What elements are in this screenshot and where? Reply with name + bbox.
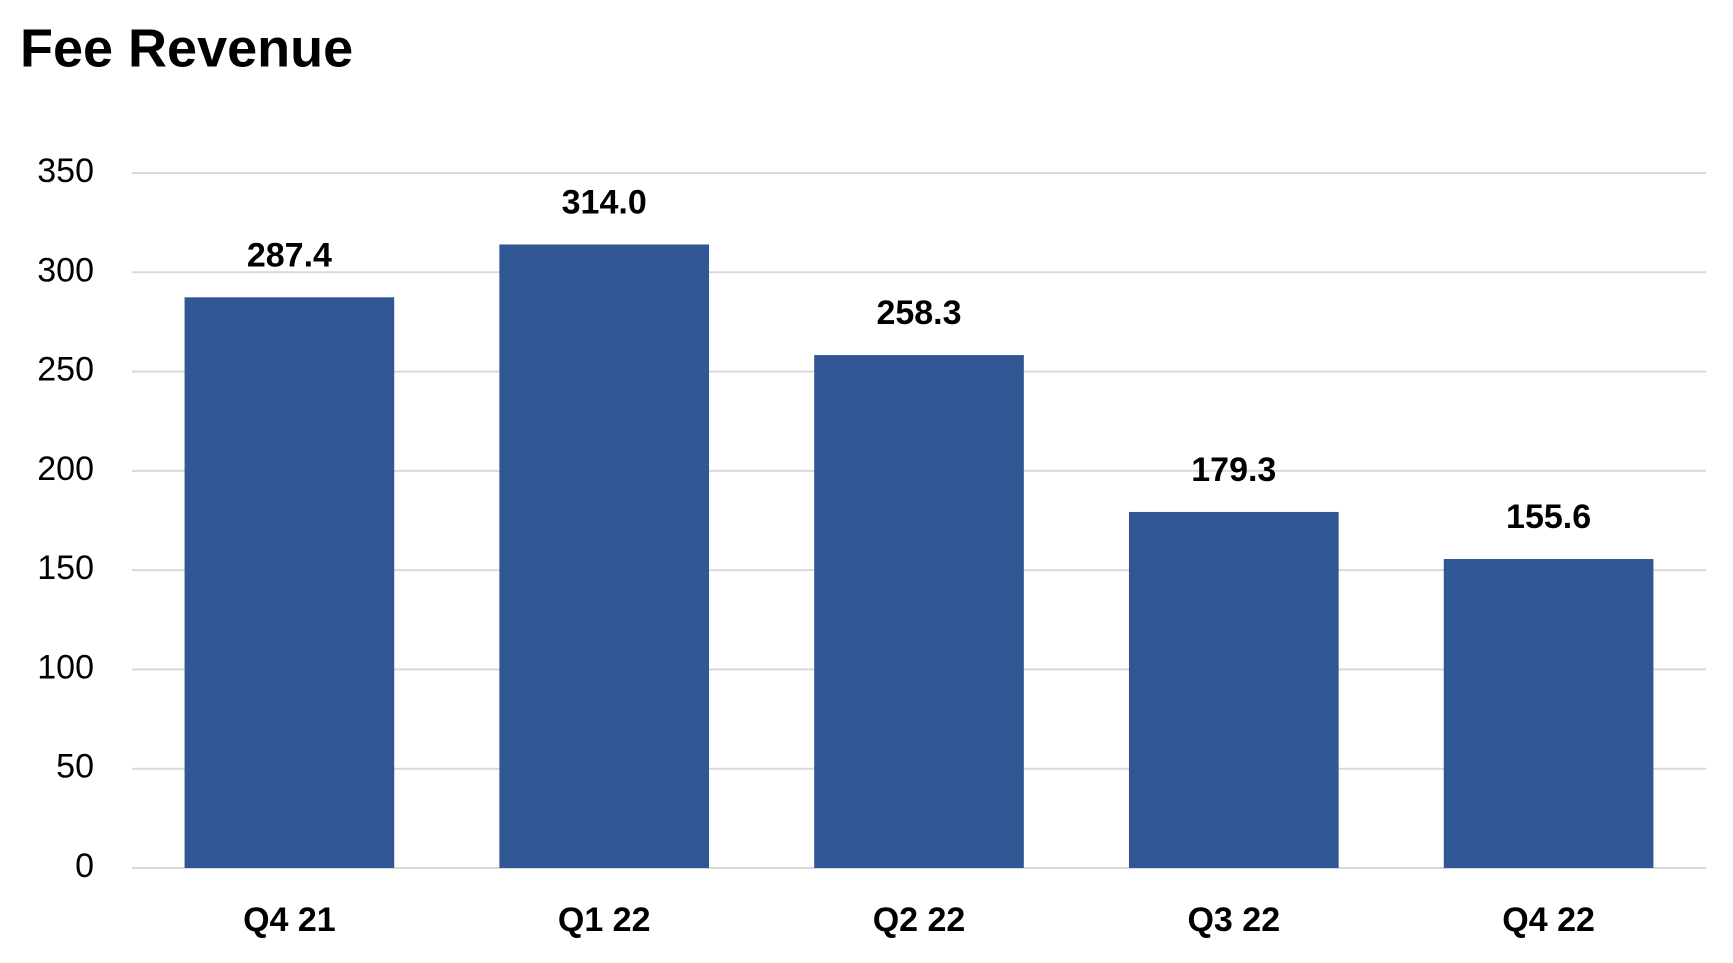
x-tick-label: Q3 22 — [1187, 901, 1280, 939]
y-tick-label: 250 — [37, 351, 94, 389]
data-label: 155.6 — [1506, 498, 1591, 536]
x-tick-label: Q2 22 — [873, 901, 966, 939]
data-label: 258.3 — [876, 294, 961, 332]
bar — [1128, 511, 1339, 868]
bar — [814, 355, 1024, 869]
x-tick-label: Q1 22 — [558, 901, 651, 939]
y-tick-label: 350 — [37, 152, 94, 190]
data-label: 179.3 — [1191, 451, 1276, 489]
data-label: 287.4 — [247, 236, 332, 274]
x-tick-label: Q4 22 — [1502, 901, 1595, 939]
bar — [184, 297, 395, 868]
y-tick-label: 100 — [37, 648, 94, 686]
chart-title: Fee Revenue — [20, 18, 353, 78]
x-tick-label: Q4 21 — [243, 901, 336, 939]
data-label: 314.0 — [562, 183, 647, 221]
y-tick-label: 200 — [37, 450, 94, 488]
bar — [1443, 559, 1654, 868]
y-tick-label: 0 — [75, 847, 94, 885]
y-tick-label: 50 — [56, 748, 94, 786]
y-tick-label: 300 — [37, 251, 94, 289]
bar — [499, 244, 710, 868]
y-tick-label: 150 — [37, 549, 94, 587]
